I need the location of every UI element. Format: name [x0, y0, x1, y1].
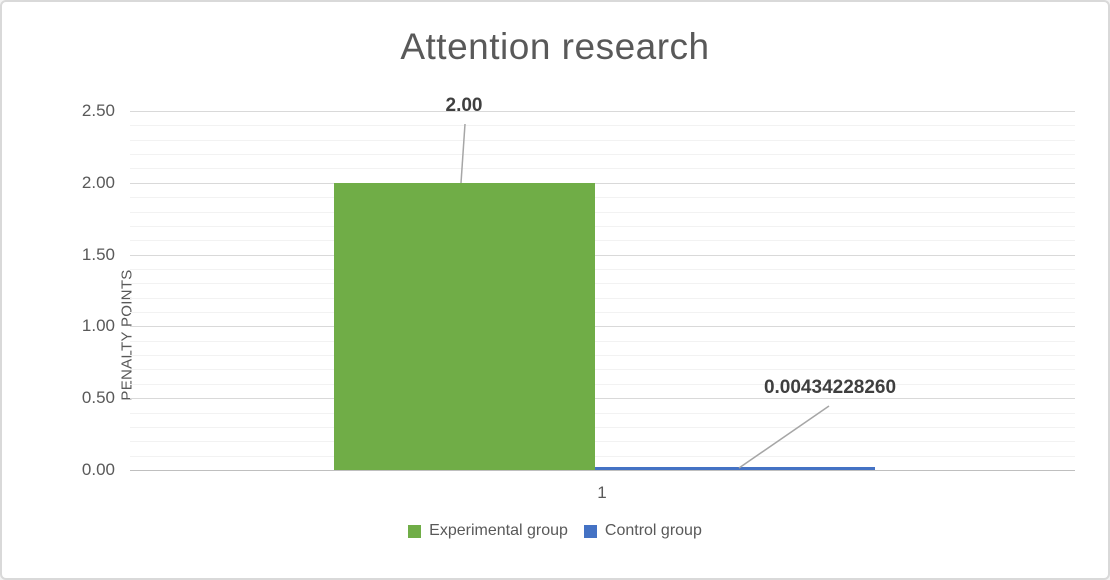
major-gridline	[130, 254, 1075, 256]
y-tick-label: 1.00	[81, 316, 115, 336]
legend-item-experimental-group[interactable]: Experimental group	[408, 522, 568, 540]
legend-label-control: Control group	[604, 522, 702, 539]
x-axis-line	[130, 470, 1075, 471]
minor-gridline	[130, 383, 1075, 385]
y-tick-label: 1.50	[81, 244, 115, 264]
bar-control-group[interactable]	[595, 467, 875, 470]
legend-swatch-control-icon	[583, 524, 597, 538]
minor-gridline	[130, 211, 1075, 213]
major-gridline	[130, 182, 1075, 184]
major-gridline	[130, 326, 1075, 328]
x-axis-category-label: 1	[597, 483, 607, 502]
minor-gridline	[130, 412, 1075, 414]
minor-gridline	[130, 312, 1075, 314]
minor-gridline	[130, 297, 1075, 299]
minor-gridline	[130, 240, 1075, 242]
data-label-control-group: 0.00434228260	[763, 377, 897, 398]
minor-gridline	[130, 283, 1075, 285]
minor-gridline	[130, 441, 1075, 443]
legend-item-control-group[interactable]: Control group	[583, 522, 702, 540]
y-tick-label: 2.50	[81, 101, 115, 120]
y-axis-title: PENALTY POINTS	[118, 269, 136, 401]
minor-gridline	[130, 168, 1075, 170]
minor-gridline	[130, 125, 1075, 127]
minor-gridline	[130, 139, 1075, 141]
y-tick-label: 0.00	[81, 460, 115, 479]
legend-label-experimental: Experimental group	[429, 522, 568, 539]
minor-gridline	[130, 197, 1075, 199]
bar-experimental-group[interactable]	[334, 182, 595, 470]
y-tick-label: 2.00	[81, 172, 115, 192]
minor-gridline	[130, 154, 1075, 156]
leader-line-control	[738, 405, 830, 469]
major-gridline	[130, 111, 1075, 112]
major-gridline	[130, 398, 1075, 400]
minor-gridline	[130, 455, 1075, 457]
y-tick-label: 0.50	[81, 388, 115, 408]
minor-gridline	[130, 268, 1075, 270]
legend: Experimental group Control group	[2, 522, 1108, 540]
legend-swatch-experimental-icon	[408, 524, 422, 538]
minor-gridline	[130, 369, 1075, 371]
minor-gridline	[130, 426, 1075, 428]
minor-gridline	[130, 225, 1075, 227]
minor-gridline	[130, 355, 1075, 357]
data-label-experimental-group: 2.00	[445, 95, 483, 116]
chart-title: Attention research	[400, 26, 710, 67]
minor-gridline	[130, 340, 1075, 342]
